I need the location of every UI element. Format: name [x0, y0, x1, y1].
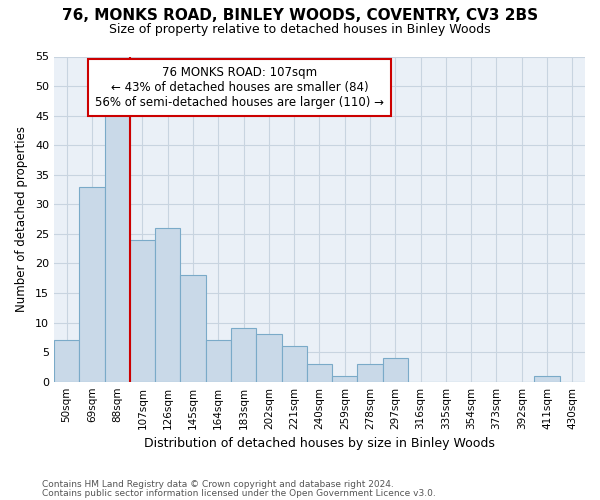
Bar — [130, 240, 155, 382]
Text: Size of property relative to detached houses in Binley Woods: Size of property relative to detached ho… — [109, 22, 491, 36]
Text: Contains public sector information licensed under the Open Government Licence v3: Contains public sector information licen… — [42, 488, 436, 498]
Bar — [206, 340, 231, 382]
Bar — [358, 364, 383, 382]
Bar — [104, 110, 130, 382]
Bar — [383, 358, 408, 382]
Bar — [307, 364, 332, 382]
Y-axis label: Number of detached properties: Number of detached properties — [15, 126, 28, 312]
Text: 76, MONKS ROAD, BINLEY WOODS, COVENTRY, CV3 2BS: 76, MONKS ROAD, BINLEY WOODS, COVENTRY, … — [62, 8, 538, 22]
Bar — [535, 376, 560, 382]
Text: Contains HM Land Registry data © Crown copyright and database right 2024.: Contains HM Land Registry data © Crown c… — [42, 480, 394, 489]
Bar — [54, 340, 79, 382]
Bar — [181, 276, 206, 382]
Bar — [79, 186, 104, 382]
Bar — [256, 334, 281, 382]
Text: 76 MONKS ROAD: 107sqm
← 43% of detached houses are smaller (84)
56% of semi-deta: 76 MONKS ROAD: 107sqm ← 43% of detached … — [95, 66, 385, 110]
Bar — [231, 328, 256, 382]
X-axis label: Distribution of detached houses by size in Binley Woods: Distribution of detached houses by size … — [144, 437, 495, 450]
Bar — [281, 346, 307, 382]
Bar — [155, 228, 181, 382]
Bar — [332, 376, 358, 382]
